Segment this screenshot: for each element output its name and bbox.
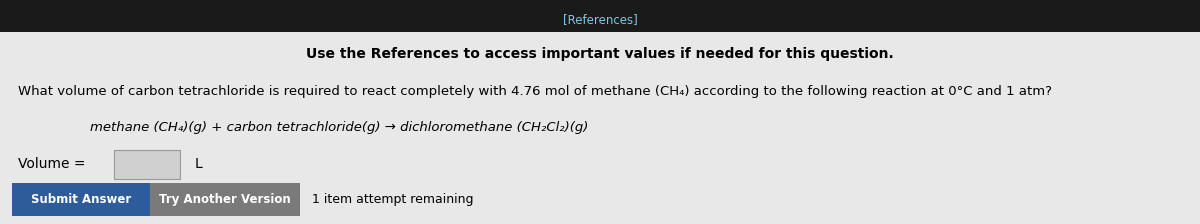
Text: What volume of carbon tetrachloride is required to react completely with 4.76 mo: What volume of carbon tetrachloride is r… <box>18 85 1052 98</box>
FancyBboxPatch shape <box>12 183 150 216</box>
Text: 1 item attempt remaining: 1 item attempt remaining <box>312 193 474 206</box>
Text: methane (CH₄)(g) + carbon tetrachloride(g) → dichloromethane (CH₂Cl₂)(g): methane (CH₄)(g) + carbon tetrachloride(… <box>90 121 588 134</box>
Text: L: L <box>194 157 202 170</box>
FancyBboxPatch shape <box>0 0 1200 32</box>
FancyBboxPatch shape <box>150 183 300 216</box>
Text: Volume =: Volume = <box>18 157 85 170</box>
Text: Submit Answer: Submit Answer <box>31 193 131 206</box>
FancyBboxPatch shape <box>114 150 180 179</box>
Text: Try Another Version: Try Another Version <box>160 193 290 206</box>
Text: Use the References to access important values if needed for this question.: Use the References to access important v… <box>306 47 894 61</box>
Text: [References]: [References] <box>563 13 637 26</box>
